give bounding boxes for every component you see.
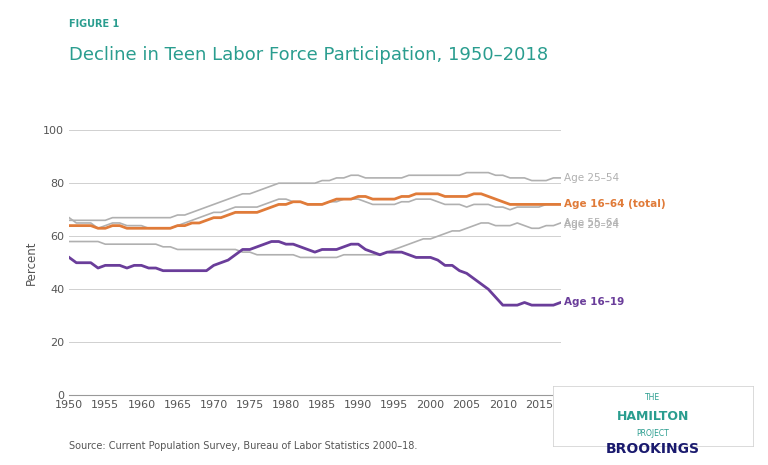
Text: BROOKINGS: BROOKINGS	[606, 442, 700, 456]
Text: THE: THE	[645, 393, 660, 402]
Text: FIGURE 1: FIGURE 1	[69, 19, 119, 29]
Text: Source: Current Population Survey, Bureau of Labor Statistics 2000–18.: Source: Current Population Survey, Burea…	[69, 441, 418, 451]
Text: HAMILTON: HAMILTON	[617, 410, 689, 423]
Text: Age 25–54: Age 25–54	[564, 173, 620, 183]
Text: PROJECT: PROJECT	[637, 430, 669, 438]
Text: Age 16–64 (total): Age 16–64 (total)	[564, 199, 666, 209]
Text: Decline in Teen Labor Force Participation, 1950–2018: Decline in Teen Labor Force Participatio…	[69, 46, 548, 65]
Y-axis label: Percent: Percent	[25, 240, 38, 285]
Text: Age 20–24: Age 20–24	[564, 220, 620, 230]
Text: Age 55–64: Age 55–64	[564, 218, 620, 228]
Text: Age 16–19: Age 16–19	[564, 298, 624, 307]
